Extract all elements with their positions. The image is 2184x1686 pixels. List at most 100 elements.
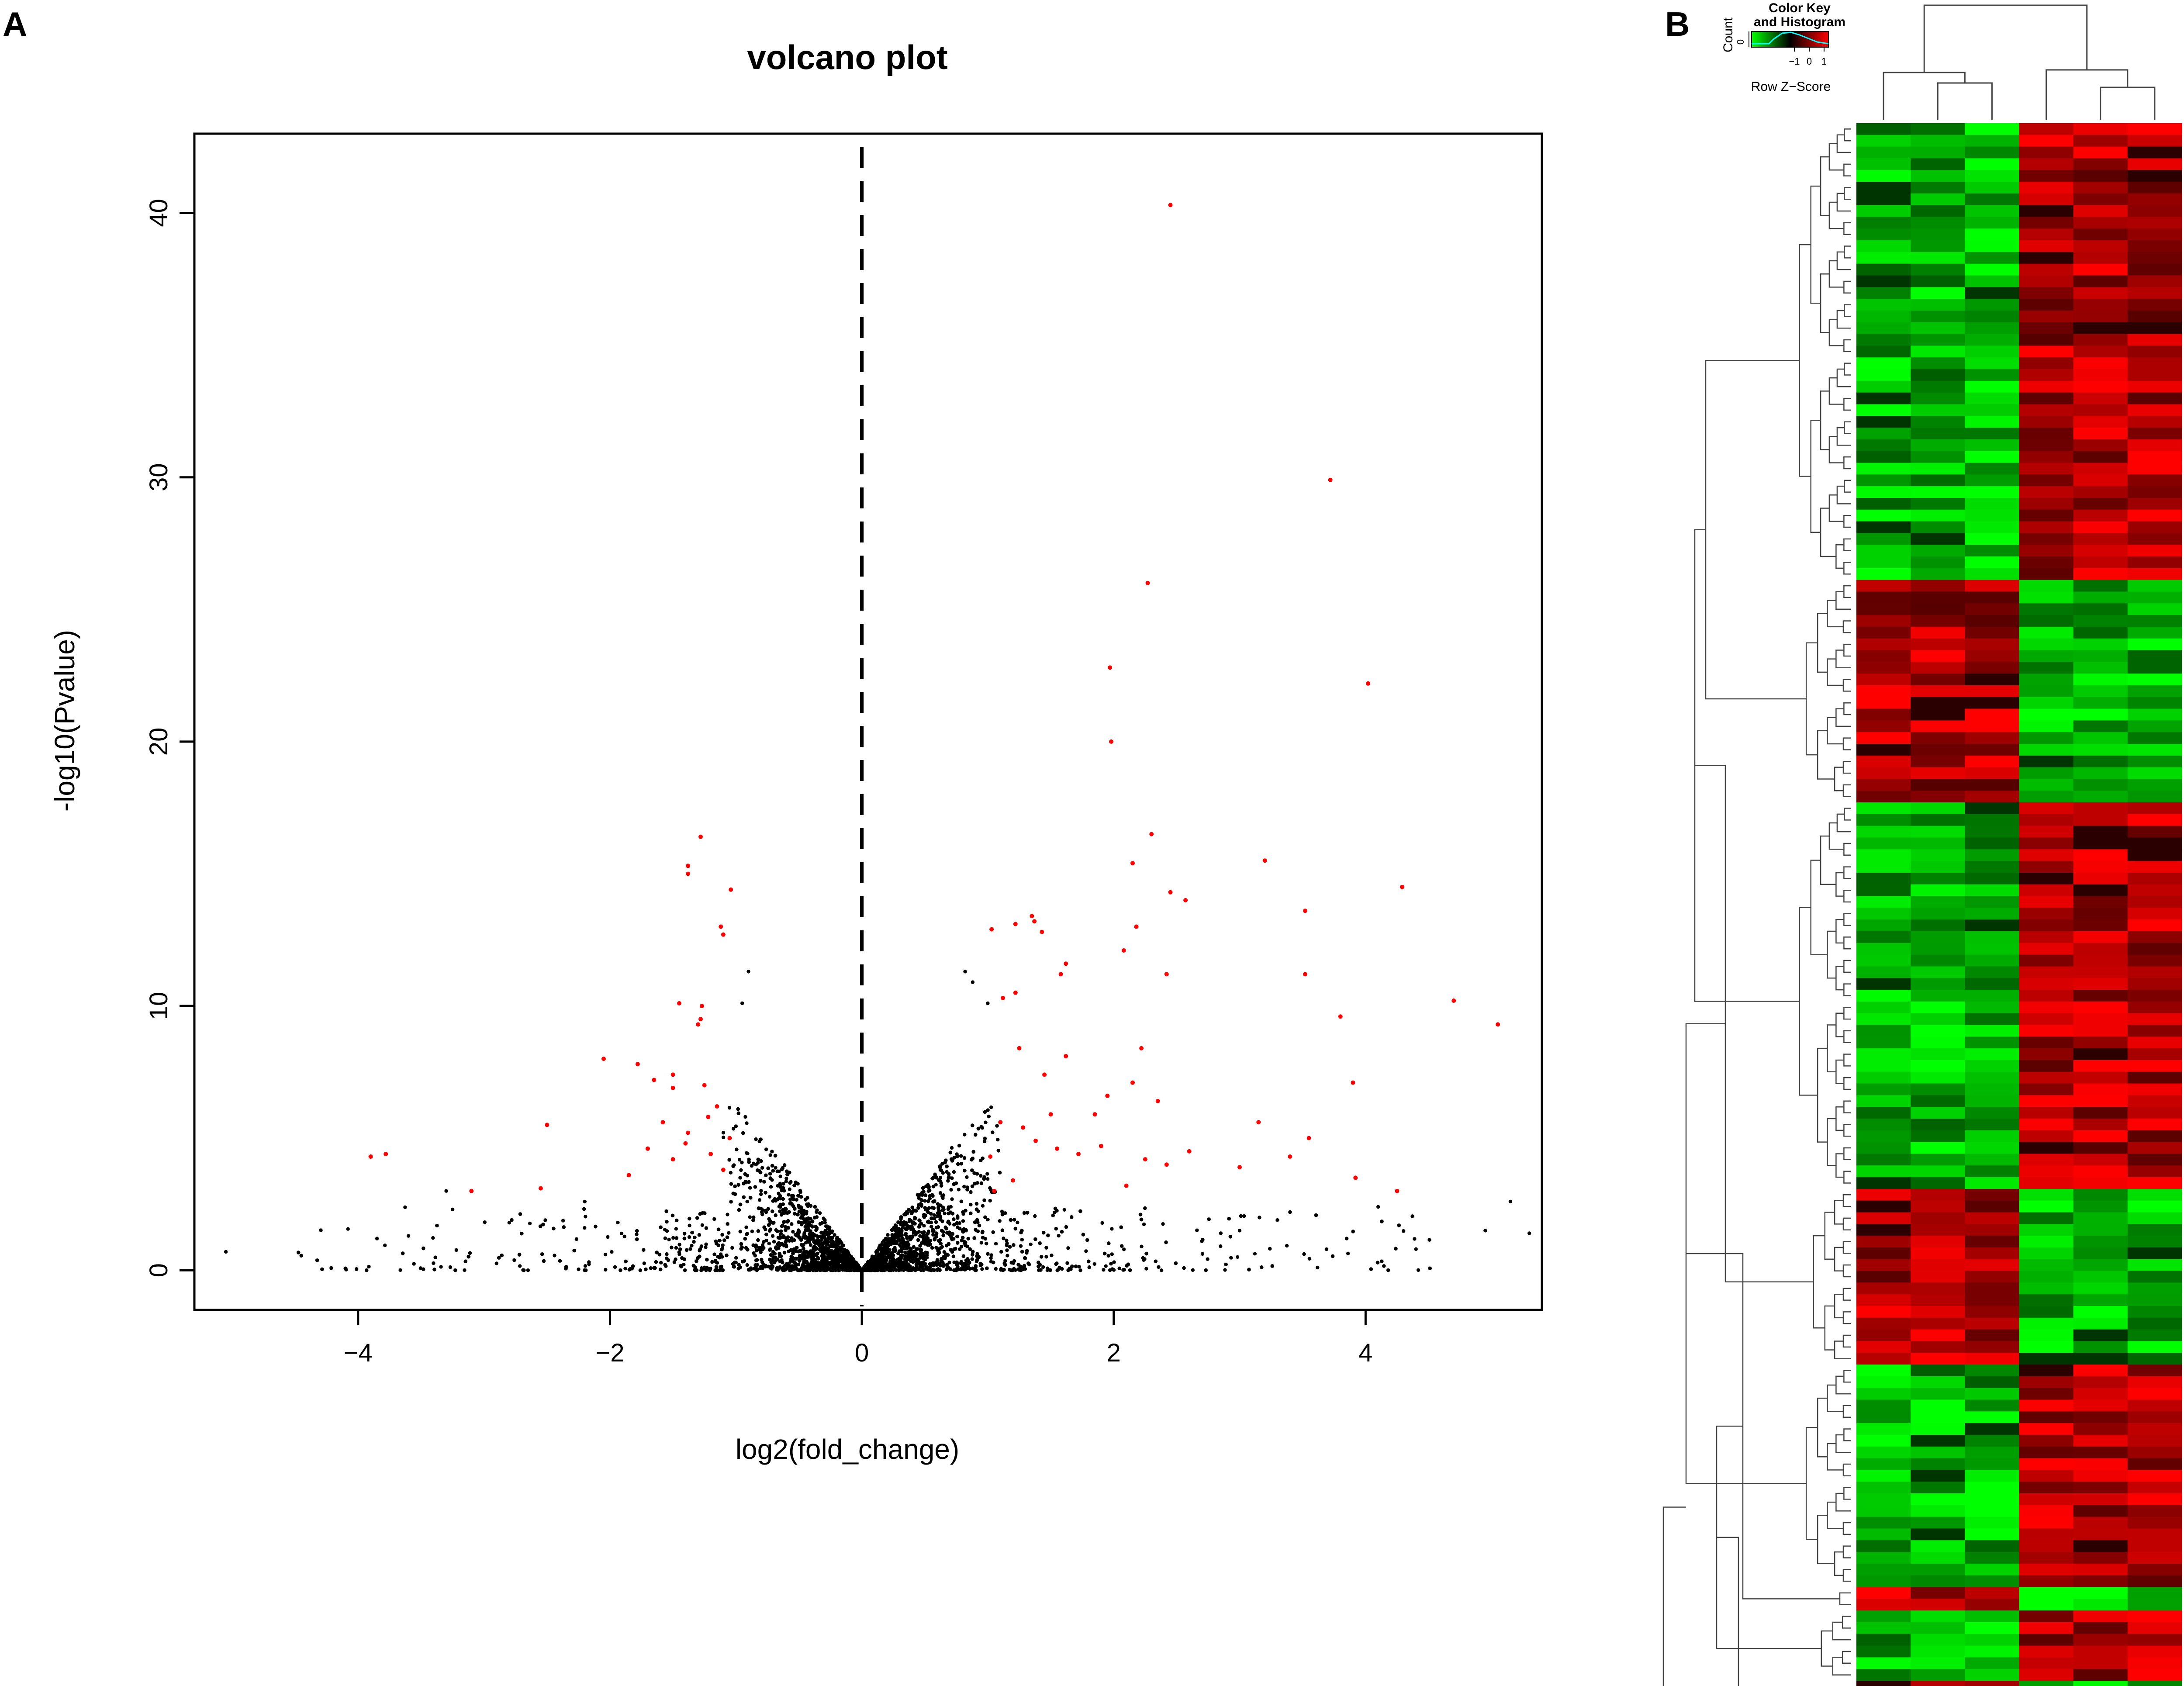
data-point <box>970 1257 974 1261</box>
data-point <box>950 1176 954 1180</box>
data-point <box>1324 1247 1329 1251</box>
data-point <box>693 1268 697 1272</box>
data-point <box>919 1202 923 1206</box>
data-point <box>950 1197 954 1201</box>
data-point <box>826 1266 830 1270</box>
data-point <box>947 1242 951 1246</box>
data-point <box>947 1261 951 1264</box>
data-point <box>663 1263 667 1267</box>
data-point <box>890 1251 894 1255</box>
data-point <box>1033 1214 1037 1218</box>
data-point <box>834 1244 839 1248</box>
data-point <box>917 1218 921 1222</box>
data-point <box>983 1215 987 1219</box>
data-point <box>781 1220 786 1224</box>
data-point <box>784 1176 788 1181</box>
data-point <box>742 1182 746 1185</box>
data-point <box>790 1236 794 1240</box>
plot-frame <box>193 132 1543 1311</box>
data-point <box>1009 1268 1013 1272</box>
data-point <box>688 1216 691 1221</box>
data-point <box>928 1196 932 1201</box>
data-point <box>975 1181 979 1185</box>
data-point <box>893 1223 898 1227</box>
data-point <box>1055 1268 1059 1272</box>
data-point <box>816 1251 819 1256</box>
data-point <box>791 1197 795 1201</box>
data-point <box>1239 1214 1243 1218</box>
data-point <box>1397 1223 1401 1227</box>
data-point <box>824 1233 828 1237</box>
data-point <box>654 1260 658 1264</box>
data-point <box>996 1138 1000 1142</box>
data-point <box>752 1215 756 1219</box>
data-point <box>934 1183 938 1187</box>
data-point <box>778 1182 782 1185</box>
data-point <box>764 1233 768 1237</box>
data-point <box>989 1256 993 1260</box>
data-point <box>770 1150 774 1154</box>
data-point <box>912 1245 916 1249</box>
data-point <box>823 1220 827 1225</box>
data-point <box>1077 1264 1081 1269</box>
data-point <box>972 1171 976 1175</box>
data-point <box>1228 1235 1232 1239</box>
data-point <box>970 1184 975 1188</box>
data-point <box>942 1250 946 1254</box>
volcano-title: volcano plot <box>747 38 947 76</box>
data-point <box>659 1261 663 1264</box>
data-point <box>701 1267 705 1271</box>
data-point <box>954 1247 957 1251</box>
data-point <box>1003 1259 1007 1263</box>
data-point <box>767 1223 771 1227</box>
data-point <box>1070 1215 1074 1219</box>
data-point <box>1012 1267 1016 1271</box>
data-point <box>810 1220 814 1224</box>
data-point <box>610 1250 614 1254</box>
data-point <box>905 1226 910 1230</box>
data-point <box>736 1111 741 1115</box>
data-point <box>982 1139 987 1144</box>
data-point <box>1195 1228 1199 1232</box>
data-point <box>900 1229 904 1233</box>
data-point <box>918 1234 922 1238</box>
data-point <box>757 1198 762 1202</box>
data-point <box>802 1209 806 1213</box>
data-point <box>951 1254 955 1258</box>
data-point <box>947 1172 951 1176</box>
data-point <box>994 1242 998 1246</box>
data-point <box>688 1223 691 1227</box>
data-point <box>755 1248 759 1253</box>
data-point <box>779 1232 783 1236</box>
data-point <box>463 1268 467 1272</box>
data-point <box>754 1258 758 1262</box>
data-point <box>674 1227 678 1231</box>
data-point <box>1020 1237 1024 1242</box>
data-point <box>806 1225 810 1229</box>
data-point <box>320 1267 324 1271</box>
data-point <box>418 1266 423 1270</box>
data-point <box>934 1231 939 1235</box>
data-point <box>925 1251 929 1255</box>
data-point <box>734 1256 738 1260</box>
data-point <box>805 1254 809 1258</box>
data-point <box>756 1238 760 1242</box>
data-point <box>630 1267 634 1271</box>
data-point <box>822 1253 826 1258</box>
data-point <box>659 1268 663 1271</box>
data-point <box>712 1217 716 1221</box>
data-point <box>315 1258 319 1262</box>
data-point <box>903 1251 907 1254</box>
data-point <box>1025 1249 1029 1253</box>
data-point <box>798 1188 802 1193</box>
data-point <box>874 1268 878 1272</box>
data-point <box>893 1248 897 1252</box>
data-point <box>911 1260 915 1264</box>
data-point <box>1191 1268 1195 1272</box>
data-point <box>969 1202 973 1207</box>
data-point <box>902 1223 906 1227</box>
data-point <box>775 1268 780 1271</box>
data-point <box>994 1267 998 1271</box>
data-point <box>854 1263 858 1267</box>
data-point <box>721 1131 726 1135</box>
